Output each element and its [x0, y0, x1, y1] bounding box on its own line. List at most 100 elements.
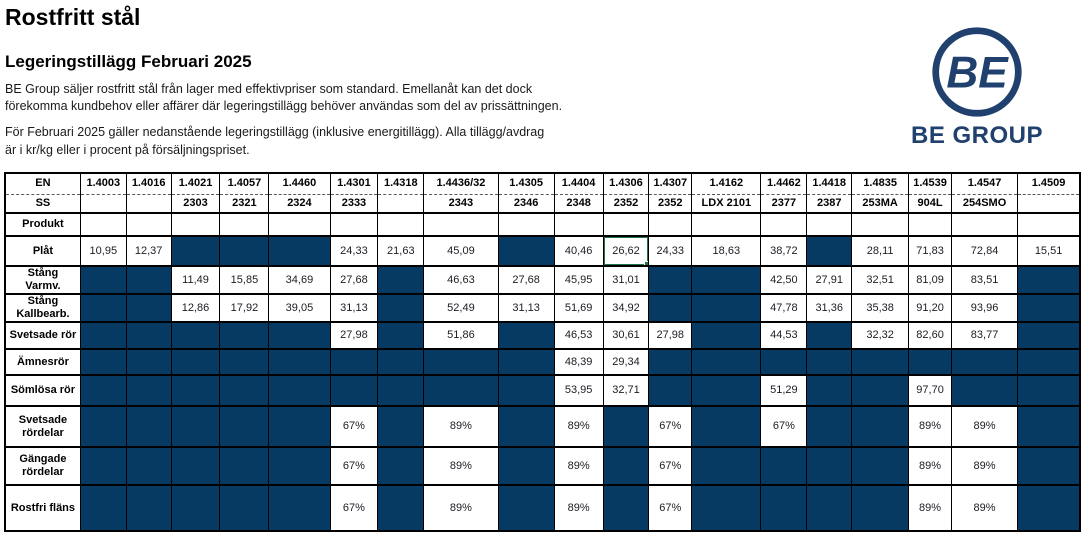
grid-cell[interactable]: [648, 375, 693, 407]
column-header-ss[interactable]: 2352: [602, 194, 650, 214]
grid-cell[interactable]: 91,20: [908, 294, 952, 323]
grid-cell[interactable]: 12,37: [125, 236, 172, 267]
column-header-ss[interactable]: 2343: [423, 194, 499, 214]
grid-cell[interactable]: [377, 349, 425, 376]
grid-cell[interactable]: [497, 322, 555, 350]
grid-cell[interactable]: 89%: [423, 447, 499, 486]
grid-cell[interactable]: [377, 322, 425, 350]
grid-cell[interactable]: [497, 406, 555, 448]
grid-cell[interactable]: [329, 375, 379, 407]
grid-cell[interactable]: 89%: [423, 485, 499, 532]
row-label[interactable]: Rostfri fläns: [4, 485, 81, 532]
row-header-ss[interactable]: SS: [4, 194, 81, 214]
grid-cell[interactable]: 11,49: [170, 266, 221, 295]
grid-cell[interactable]: [806, 349, 853, 376]
column-header-en-1.4318[interactable]: 1.4318: [377, 173, 425, 195]
grid-cell[interactable]: 27,91: [806, 266, 853, 295]
grid-cell[interactable]: [648, 266, 693, 295]
grid-cell[interactable]: [1017, 294, 1081, 323]
grid-cell[interactable]: [497, 447, 555, 486]
grid-cell[interactable]: [79, 349, 127, 376]
column-header-en-1.4057[interactable]: 1.4057: [219, 173, 270, 195]
grid-cell[interactable]: [1017, 213, 1081, 237]
grid-cell[interactable]: [553, 213, 604, 237]
grid-cell[interactable]: 83,51: [950, 266, 1019, 295]
grid-cell[interactable]: [170, 213, 221, 237]
grid-cell[interactable]: [125, 322, 172, 350]
grid-cell[interactable]: [908, 349, 952, 376]
grid-cell[interactable]: 40,46: [553, 236, 604, 267]
grid-cell[interactable]: 10,95: [79, 236, 127, 267]
grid-cell[interactable]: [851, 406, 910, 448]
grid-cell[interactable]: [602, 213, 650, 237]
grid-cell[interactable]: [219, 213, 270, 237]
grid-cell[interactable]: 31,01: [602, 266, 650, 295]
grid-cell[interactable]: [1017, 406, 1081, 448]
row-header-en[interactable]: EN: [4, 173, 81, 195]
grid-cell[interactable]: [170, 349, 221, 376]
row-label[interactable]: Svetsade rördelar: [4, 406, 81, 448]
grid-cell[interactable]: [377, 447, 425, 486]
grid-cell[interactable]: 32,51: [851, 266, 910, 295]
column-header-ss[interactable]: 2324: [268, 194, 331, 214]
grid-cell[interactable]: 27,68: [329, 266, 379, 295]
grid-cell[interactable]: [125, 294, 172, 323]
grid-cell[interactable]: 39,05: [268, 294, 331, 323]
grid-cell[interactable]: 89%: [908, 485, 952, 532]
grid-cell[interactable]: 93,96: [950, 294, 1019, 323]
grid-cell[interactable]: 89%: [950, 447, 1019, 486]
grid-cell[interactable]: [79, 213, 127, 237]
grid-cell[interactable]: [950, 375, 1019, 407]
column-header-ss[interactable]: [1017, 194, 1081, 214]
grid-cell[interactable]: 28,11: [851, 236, 910, 267]
grid-cell[interactable]: [423, 375, 499, 407]
grid-cell[interactable]: 89%: [950, 406, 1019, 448]
column-header-ss[interactable]: 254SMO: [950, 194, 1019, 214]
grid-cell[interactable]: [851, 447, 910, 486]
grid-cell[interactable]: 27,98: [329, 322, 379, 350]
row-header-produkt[interactable]: Produkt: [4, 213, 81, 237]
grid-cell[interactable]: 89%: [423, 406, 499, 448]
column-header-en-1.4547[interactable]: 1.4547: [950, 173, 1019, 195]
grid-cell[interactable]: [170, 236, 221, 267]
grid-cell[interactable]: 53,95: [553, 375, 604, 407]
grid-cell[interactable]: [806, 322, 853, 350]
column-header-ss[interactable]: 2348: [553, 194, 604, 214]
grid-cell[interactable]: [377, 266, 425, 295]
grid-cell[interactable]: [268, 349, 331, 376]
grid-cell[interactable]: [329, 349, 379, 376]
grid-cell[interactable]: [497, 349, 555, 376]
column-header-ss[interactable]: 2321: [219, 194, 270, 214]
grid-cell[interactable]: [125, 266, 172, 295]
grid-cell[interactable]: [950, 349, 1019, 376]
grid-cell[interactable]: 17,92: [219, 294, 270, 323]
grid-cell[interactable]: 89%: [908, 447, 952, 486]
grid-cell[interactable]: [691, 294, 762, 323]
grid-cell[interactable]: 32,71: [602, 375, 650, 407]
grid-cell[interactable]: [648, 213, 693, 237]
grid-cell[interactable]: 42,50: [760, 266, 808, 295]
grid-cell[interactable]: [423, 213, 499, 237]
row-label[interactable]: Stång Kallbearb.: [4, 294, 81, 323]
grid-cell[interactable]: [602, 485, 650, 532]
grid-cell[interactable]: [806, 236, 853, 267]
grid-cell[interactable]: 83,77: [950, 322, 1019, 350]
grid-cell[interactable]: 67%: [648, 406, 693, 448]
grid-cell[interactable]: 21,63: [377, 236, 425, 267]
grid-cell[interactable]: [497, 236, 555, 267]
grid-cell[interactable]: [691, 213, 762, 237]
grid-cell[interactable]: 15,51: [1017, 236, 1081, 267]
grid-cell[interactable]: [806, 447, 853, 486]
grid-cell[interactable]: [268, 236, 331, 267]
grid-cell[interactable]: 34,92: [602, 294, 650, 323]
grid-cell[interactable]: [691, 266, 762, 295]
grid-cell[interactable]: 44,53: [760, 322, 808, 350]
grid-cell[interactable]: [691, 349, 762, 376]
grid-cell[interactable]: [219, 485, 270, 532]
grid-cell[interactable]: [219, 322, 270, 350]
grid-cell[interactable]: 82,60: [908, 322, 952, 350]
grid-cell[interactable]: 67%: [648, 485, 693, 532]
column-header-en-1.4460[interactable]: 1.4460: [268, 173, 331, 195]
row-label[interactable]: Ämnesrör: [4, 349, 81, 376]
grid-cell[interactable]: [602, 447, 650, 486]
